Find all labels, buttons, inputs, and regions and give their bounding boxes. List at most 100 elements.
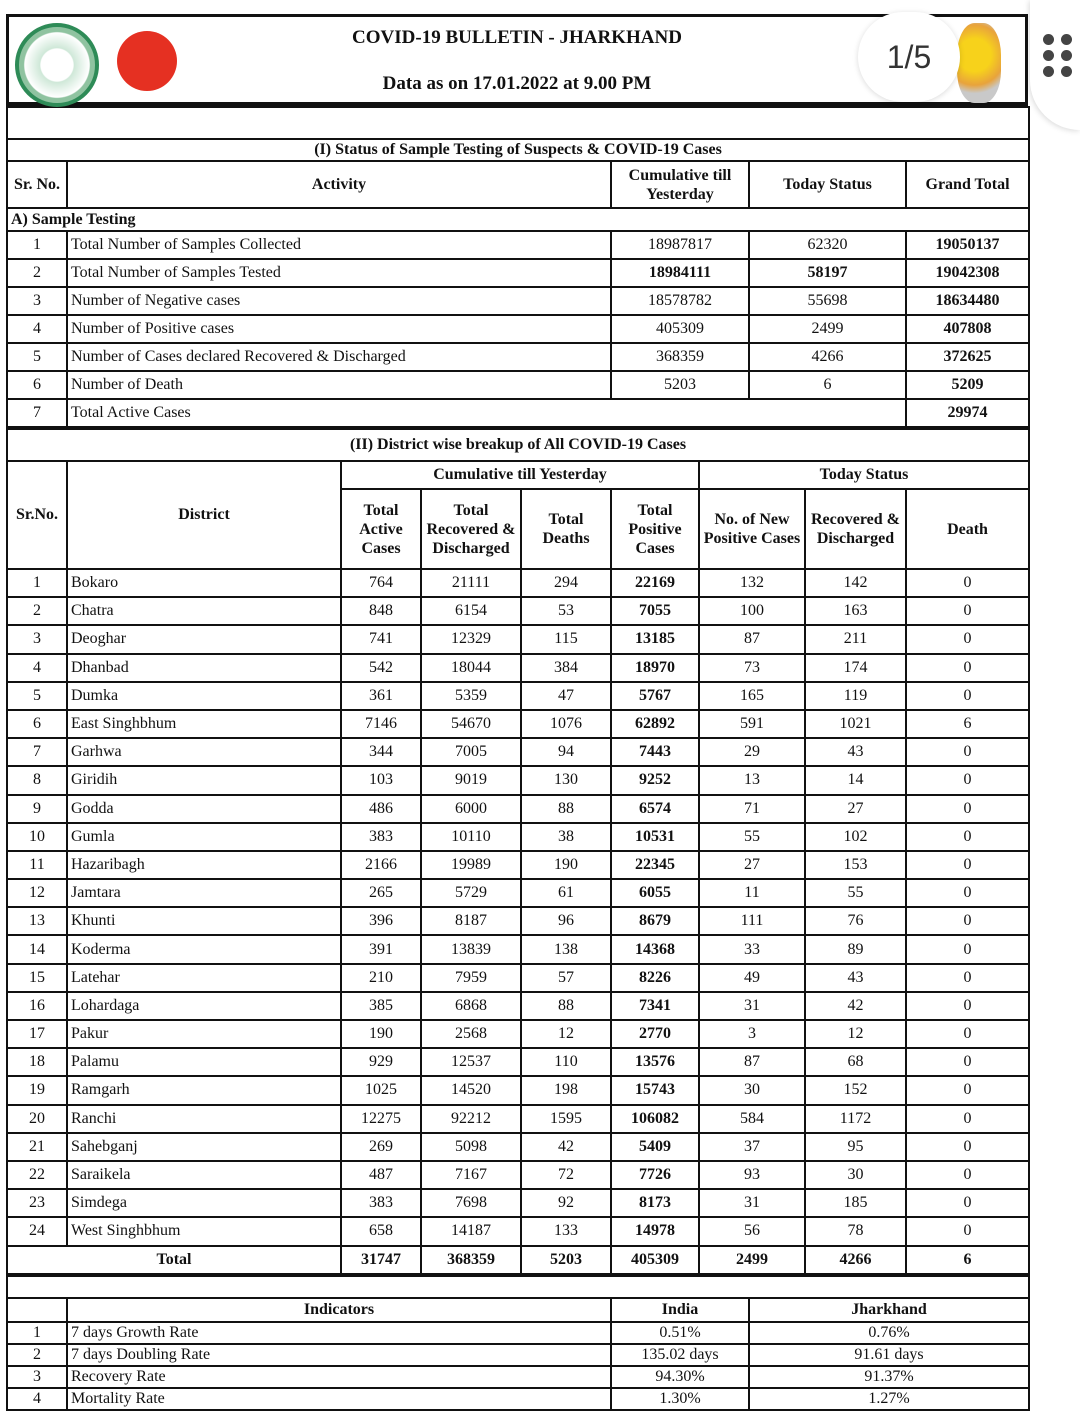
district: Sahebganj	[66, 1131, 342, 1162]
total-recovered: 6000	[420, 793, 522, 824]
today-recovered: 211	[804, 624, 907, 655]
today-recovered: 12	[804, 1018, 907, 1050]
new-positive: 584	[698, 1103, 806, 1134]
district: Ramgarh	[66, 1075, 342, 1106]
table-row: 13 Khunti 396 8187 96 8679 111 76 0	[6, 906, 1031, 937]
total-deaths: 1595	[520, 1103, 612, 1134]
total-positive: 13576	[610, 1047, 700, 1078]
total-active: 210	[340, 962, 422, 993]
today-death: 0	[904, 624, 1031, 655]
total-recovered: 6868	[420, 990, 522, 1022]
total-positive: 7726	[610, 1159, 700, 1191]
activity: Number of Positive cases	[66, 314, 612, 344]
today-recovered: 1172	[804, 1103, 907, 1134]
new-positive: 87	[698, 1047, 806, 1078]
grand-total: 372625	[904, 342, 1031, 372]
total-active: 396	[340, 906, 422, 937]
total-active: 486	[340, 793, 422, 824]
col-sr-no: Sr.No.	[6, 460, 68, 570]
today-recovered: 163	[804, 596, 907, 627]
group-cumulative: Cumulative till Yesterday	[340, 460, 700, 490]
today-recovered: 153	[804, 849, 907, 881]
total-deaths: 57	[520, 962, 612, 993]
table-row: 24 West Singhbhum 658 14187 133 14978 56 78 0	[6, 1216, 1031, 1247]
today-death: 0	[904, 652, 1031, 683]
viewer-menu-button[interactable]	[1030, 0, 1080, 130]
sr-no: 2	[6, 1342, 68, 1367]
district: Saraikela	[66, 1159, 342, 1191]
sr-no: 23	[6, 1188, 68, 1219]
sr-no: 18	[6, 1047, 68, 1078]
table-row: 7 Total Active Cases 29974	[6, 398, 1031, 428]
col-today-death: Death	[904, 488, 1031, 570]
total-active: 1025	[340, 1075, 422, 1106]
bulletin-header: COVID-19 BULLETIN - JHARKHAND Data as on…	[6, 14, 1028, 107]
today-death: 0	[904, 567, 1031, 599]
total-active: 658	[340, 1216, 422, 1247]
total-active: 7146	[340, 708, 422, 740]
new-positive: 11	[698, 878, 806, 909]
new-positive: 132	[698, 567, 806, 599]
today: 4266	[748, 342, 907, 372]
new-positive: 71	[698, 793, 806, 824]
total-recovered: 19989	[420, 849, 522, 881]
new-positive: 31	[698, 990, 806, 1022]
today-death: 0	[904, 849, 1031, 881]
table-row: 4 Dhanbad 542 18044 384 18970 73 174 0	[6, 652, 1031, 683]
indicator: 7 days Doubling Rate	[66, 1342, 612, 1367]
sr-no: 3	[6, 286, 68, 316]
new-positive: 27	[698, 849, 806, 881]
table-row: 7 Garhwa 344 7005 94 7443 29 43 0	[6, 737, 1031, 768]
cumulative: 368359	[610, 342, 750, 372]
district: Godda	[66, 793, 342, 824]
total-active: 269	[340, 1131, 422, 1162]
sr-no: 2	[6, 258, 68, 288]
bulletin-title: COVID-19 BULLETIN - JHARKHAND	[352, 27, 682, 48]
grand-total: 18634480	[904, 286, 1031, 316]
total-deaths: 38	[520, 821, 612, 852]
sr-no: 1	[6, 567, 68, 599]
sr-no: 4	[6, 652, 68, 683]
col-total-active: Total Active Cases	[340, 488, 422, 570]
today-death: 0	[904, 962, 1031, 993]
total-positive: 2770	[610, 1018, 700, 1050]
total-positive: 10531	[610, 821, 700, 852]
col-sr-no: Sr. No.	[6, 160, 68, 209]
total-active: 190	[340, 1018, 422, 1050]
total-recovered: 8187	[420, 906, 522, 937]
total-positive: 8679	[610, 906, 700, 937]
district: Simdega	[66, 1188, 342, 1219]
table-row: 3 Deoghar 741 12329 115 13185 87 211 0	[6, 624, 1031, 655]
total-recovered: 7698	[420, 1188, 522, 1219]
activity: Total Active Cases	[66, 398, 907, 428]
jharkhand-value: 1.27%	[748, 1386, 1030, 1411]
total-active: 103	[340, 765, 422, 796]
total-active: 848	[340, 596, 422, 627]
total-active: 383	[340, 1188, 422, 1219]
col-jharkhand: Jharkhand	[748, 1296, 1030, 1323]
total-active: 265	[340, 878, 422, 909]
today-recovered: 76	[804, 906, 907, 937]
new-positive: 93	[698, 1159, 806, 1191]
total-active: 2166	[340, 849, 422, 881]
table-row: 18 Palamu 929 12537 110 13576 87 68 0	[6, 1047, 1031, 1078]
total-recovered: 5359	[420, 680, 522, 711]
total-positive: 22169	[610, 567, 700, 599]
total-active: 12275	[340, 1103, 422, 1134]
india-value: 0.51%	[610, 1320, 750, 1345]
total-recovered: 7005	[420, 737, 522, 768]
total-deaths: 12	[520, 1018, 612, 1050]
table-row: 3 Recovery Rate 94.30% 91.37%	[6, 1364, 1030, 1389]
more-dots-icon[interactable]	[1043, 34, 1073, 77]
total-positive: 13185	[610, 624, 700, 655]
new-positive: 55	[698, 821, 806, 852]
sr-no: 3	[6, 624, 68, 655]
activity: Total Number of Samples Collected	[66, 230, 612, 260]
today-death: 0	[904, 1159, 1031, 1191]
bulletin-page: COVID-19 BULLETIN - JHARKHAND Data as on…	[5, 14, 1031, 1411]
today-death: 0	[904, 990, 1031, 1022]
today-recovered: 89	[804, 934, 907, 965]
table-row: 9 Godda 486 6000 88 6574 71 27 0	[6, 793, 1031, 824]
today-recovered: 95	[804, 1131, 907, 1162]
